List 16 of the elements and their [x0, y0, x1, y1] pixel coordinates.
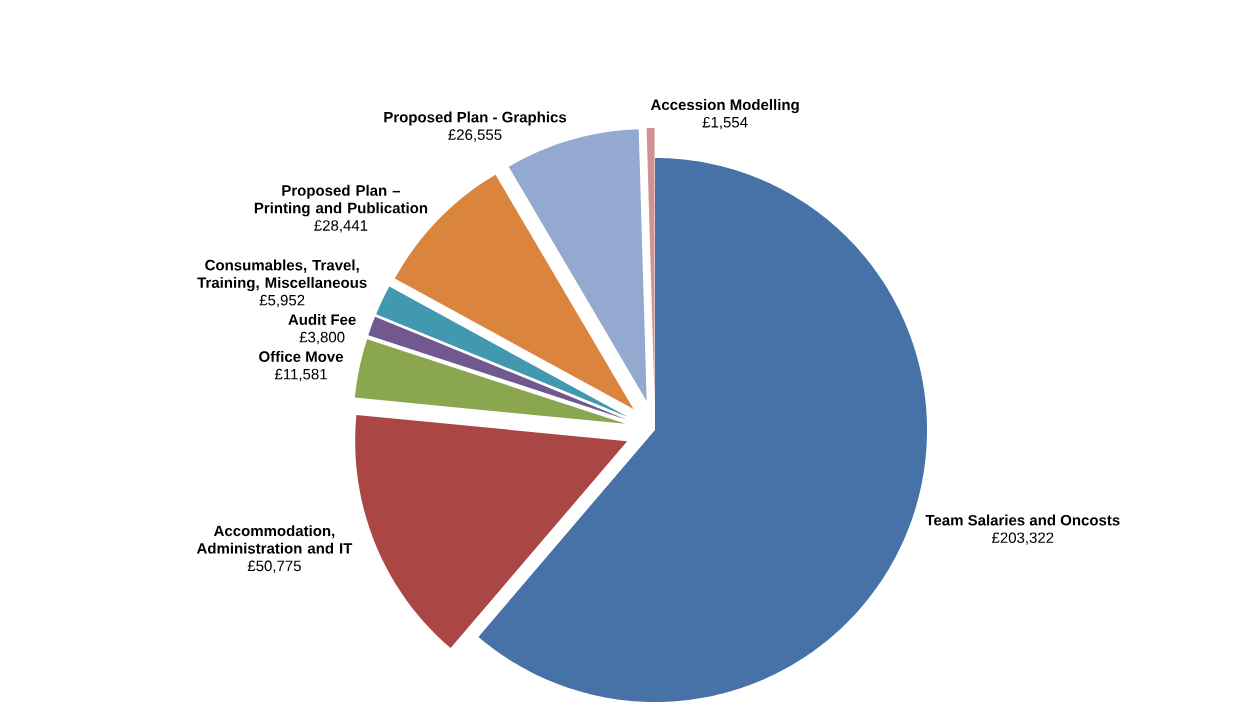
- slice-label: Proposed Plan - Graphics: [384, 111, 567, 126]
- slice-label: Audit Fee: [288, 313, 356, 325]
- data-label: £1,554: [702, 116, 748, 130]
- slice-label: Consumables, Travel, Training, Miscellaneous: [197, 259, 367, 292]
- data-label: £11,581: [274, 368, 327, 382]
- slice-label: Proposed Plan – Printing and Publication: [254, 184, 428, 217]
- data-label: £26,555: [448, 129, 502, 142]
- data-label: £203,322: [991, 532, 1054, 545]
- slice-label: Accommodation, Administration and IT: [196, 525, 353, 554]
- slice-label: Team Salaries and Oncosts: [925, 514, 1120, 526]
- data-label: £50,775: [247, 560, 301, 573]
- slice-label: Accession Modelling: [650, 99, 799, 114]
- data-label: £5,952: [259, 294, 305, 308]
- data-label: £28,441: [314, 220, 368, 233]
- data-label: £3,800: [299, 331, 345, 345]
- slice-label: Office Move: [259, 350, 344, 362]
